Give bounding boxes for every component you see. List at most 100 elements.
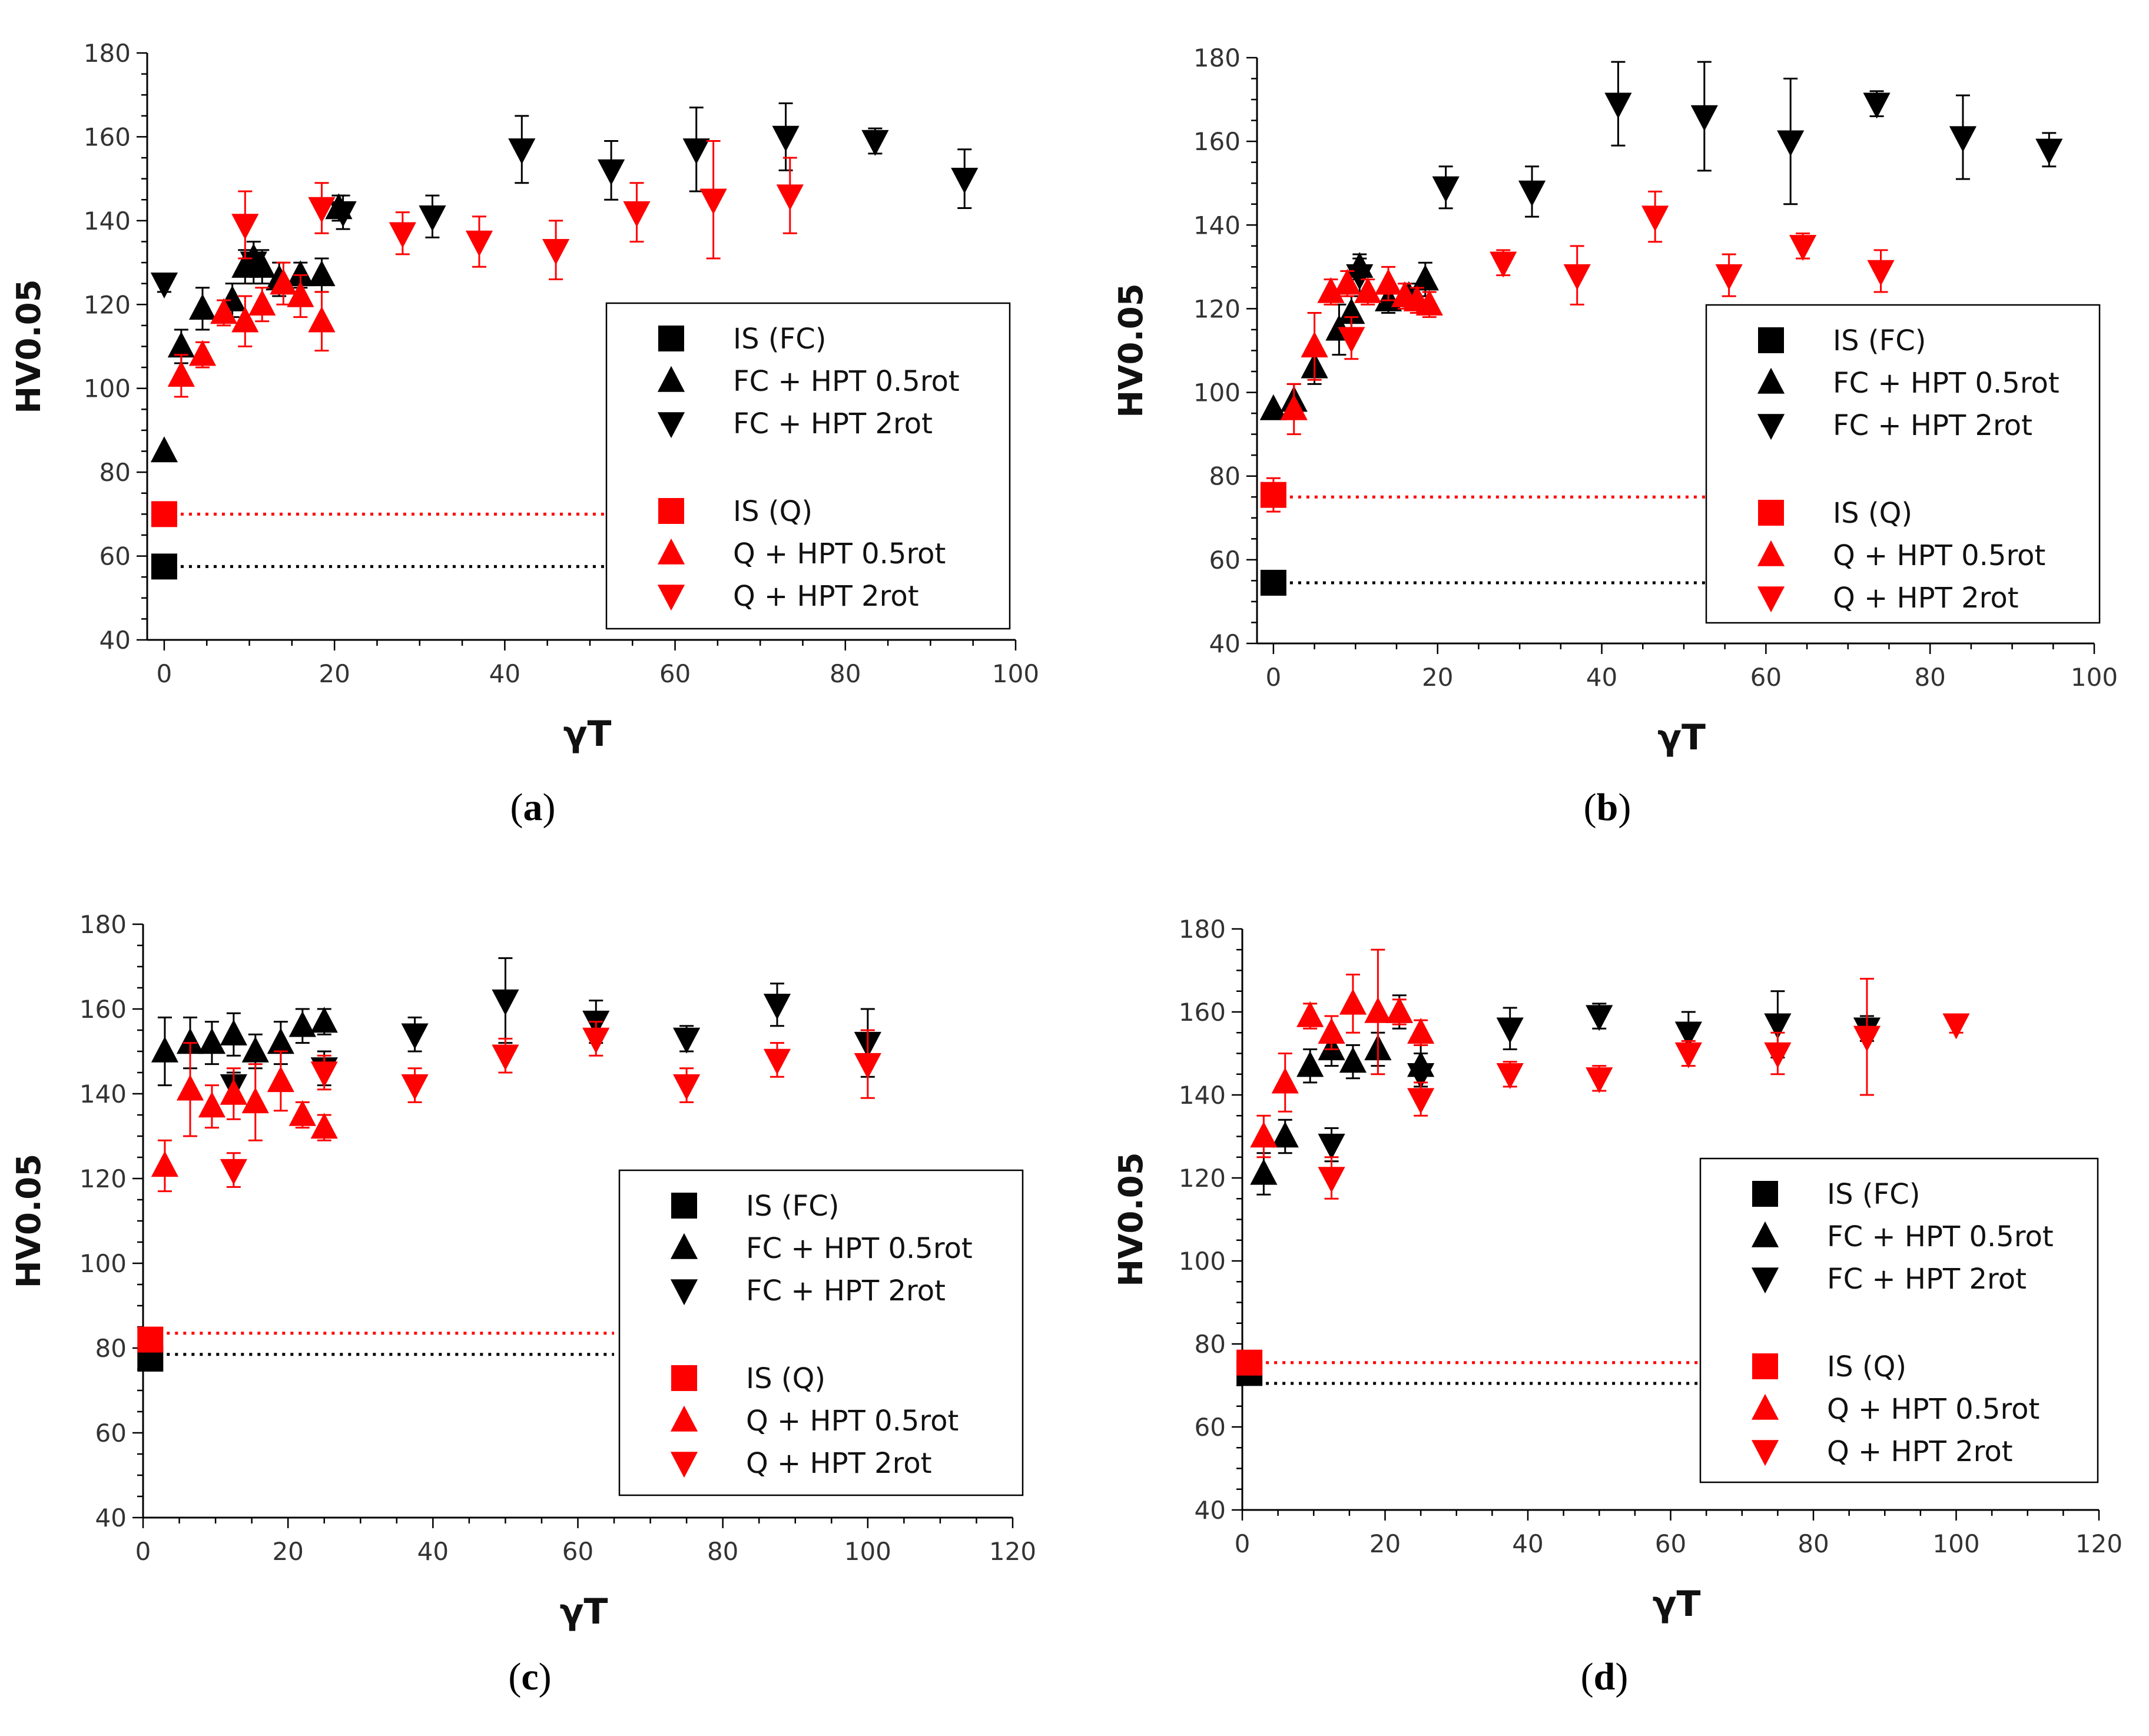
caption-paren-open: ( [510, 786, 523, 829]
data-point [1318, 1017, 1345, 1044]
legend-label: Q + HPT 0.5rot [1833, 539, 2045, 572]
x-tick-label: 120 [2075, 1529, 2123, 1558]
data-point [1260, 569, 1286, 596]
x-axis-label: γT [560, 1591, 608, 1632]
data-point [598, 159, 625, 185]
x-tick-label: 20 [319, 659, 350, 688]
y-tick-label: 40 [100, 626, 131, 655]
series [1250, 994, 1435, 1196]
x-tick-label: 0 [157, 659, 173, 688]
data-point [542, 239, 570, 265]
caption-paren-close: ) [539, 1655, 552, 1698]
data-point [1364, 997, 1392, 1023]
data-point [150, 436, 178, 463]
legend-label: IS (FC) [746, 1190, 839, 1223]
series [1236, 1349, 1263, 1376]
y-tick-label: 120 [79, 1164, 127, 1193]
data-point [1250, 1121, 1278, 1148]
data-point [310, 1061, 338, 1088]
data-point [1518, 180, 1546, 207]
series [150, 102, 979, 298]
data-point [267, 1028, 294, 1054]
legend: IS (FC) FC + HPT 0.5rot FC + HPT 2rot IS (Q… [618, 1169, 1024, 1496]
data-point [308, 260, 336, 287]
data-point [287, 281, 314, 307]
y-tick-label: 180 [1179, 915, 1226, 944]
data-point [1563, 264, 1591, 290]
legend-label: Q + HPT 0.5rot [733, 537, 946, 570]
series [137, 1326, 164, 1353]
y-tick-label: 100 [1179, 1247, 1226, 1276]
legend-marker [658, 326, 684, 351]
data-point [389, 222, 416, 248]
data-point [167, 331, 195, 358]
legend: IS (FC) FC + HPT 0.5rot FC + HPT 2rot IS (Q… [1705, 304, 2101, 624]
data-point [151, 1036, 179, 1063]
data-point [1280, 394, 1308, 420]
data-point [1407, 1088, 1435, 1114]
data-point [1318, 1167, 1345, 1193]
legend-label: Q + HPT 0.5rot [1827, 1393, 2039, 1426]
data-point [1586, 1067, 1613, 1094]
legend-label: FC + HPT 2rot [1833, 409, 2032, 442]
data-point [288, 1011, 316, 1037]
data-point [1296, 1001, 1324, 1027]
data-point [1411, 264, 1439, 291]
series [151, 553, 177, 580]
legend-marker [657, 366, 685, 392]
y-axis-label: HV0.05 [10, 1154, 48, 1288]
y-tick-label: 60 [95, 1419, 127, 1448]
legend-marker [1757, 367, 1785, 394]
legend-marker [670, 1279, 698, 1306]
data-point [1339, 988, 1367, 1015]
x-tick-label: 0 [135, 1537, 151, 1566]
series [1338, 190, 1895, 360]
series [151, 501, 177, 527]
legend-box [1705, 304, 2101, 624]
data-point [1407, 1063, 1435, 1090]
series [231, 140, 804, 281]
y-tick-label: 180 [79, 910, 127, 939]
data-point [151, 501, 177, 527]
legend-box [618, 1169, 1024, 1496]
legend-marker [1757, 414, 1785, 440]
legend-label: IS (Q) [1827, 1350, 1906, 1383]
x-tick-label: 0 [1235, 1529, 1251, 1558]
y-tick-label: 140 [84, 207, 131, 235]
x-tick-label: 80 [707, 1537, 738, 1566]
series [1260, 569, 1286, 596]
caption-letter: a [523, 786, 543, 829]
data-point [401, 1074, 429, 1100]
legend-marker [1751, 1440, 1779, 1466]
data-point [198, 1091, 226, 1118]
data-point [1415, 290, 1443, 316]
y-tick-label: 40 [1209, 629, 1241, 658]
data-point [231, 306, 259, 333]
y-tick-label: 120 [84, 290, 131, 319]
legend: IS (FC) FC + HPT 0.5rot FC + HPT 2rot IS (Q… [605, 302, 1011, 630]
x-tick-label: 40 [1586, 663, 1617, 692]
x-axis-label: γT [563, 713, 612, 755]
legend-label: FC + HPT 0.5rot [746, 1232, 973, 1265]
chart-panel-d: 40 60 80 100 120 140 160 180 0 20 40 60 80 100 120 γT HV… [1112, 915, 2123, 1698]
y-tick-label: 180 [1193, 44, 1241, 72]
data-point [150, 272, 178, 298]
legend-label: IS (FC) [1827, 1178, 1920, 1211]
data-point [419, 205, 446, 232]
data-point [310, 1007, 338, 1033]
data-point [2035, 138, 2063, 165]
y-tick-label: 60 [1195, 1413, 1226, 1442]
series [151, 1007, 338, 1087]
chart-panel-a: 40 60 80 100 120 140 160 180 0 20 40 60 80 100 γT HV0.0… [10, 39, 1039, 829]
data-point [623, 201, 651, 227]
data-point [176, 1028, 204, 1054]
data-point [151, 1151, 179, 1177]
data-point [1339, 1047, 1367, 1073]
data-point [231, 214, 259, 240]
data-point [772, 125, 800, 152]
legend-marker [670, 1233, 698, 1259]
data-point [1338, 327, 1365, 353]
series [1250, 948, 1435, 1159]
legend-label: Q + HPT 0.5rot [746, 1405, 959, 1438]
